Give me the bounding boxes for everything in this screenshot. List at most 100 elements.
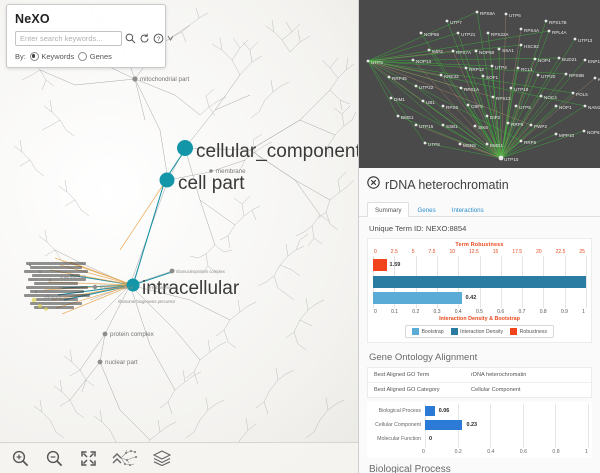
gene-label[interactable]: RPS6 [446, 105, 458, 110]
layers-icon[interactable] [152, 448, 172, 468]
radio-genes[interactable]: Genes [78, 52, 112, 61]
tree-label-intracellular[interactable]: intracellular [142, 278, 240, 299]
gene-label[interactable]: HSC82 [524, 44, 539, 49]
tree-label-mitochondrial-part[interactable]: mitochondrial part [140, 76, 190, 83]
hierarchy-tree-panel[interactable]: cellular_component cell part intracellul… [0, 0, 359, 473]
search-input[interactable] [15, 31, 122, 46]
gene-label[interactable]: SIK6 [478, 125, 488, 130]
tree-label-organelle-part[interactable]: organelle part [60, 274, 86, 279]
zoom-in-icon[interactable] [10, 448, 30, 468]
tree-label-cell-part[interactable]: cell part [178, 173, 245, 194]
node-cellular-component [177, 140, 193, 156]
tree-label-nucleolus[interactable]: nucleolus [44, 295, 62, 300]
fit-screen-icon[interactable] [78, 448, 98, 468]
gene-label[interactable]: UTP8 [428, 142, 440, 147]
gene-label[interactable]: KRE33 [444, 74, 459, 79]
gene-label[interactable]: UB1 [426, 100, 435, 105]
gene-label[interactable]: UTP10 [504, 157, 519, 162]
tree-label-preribosome[interactable]: preribosome [148, 285, 172, 290]
tree-graph[interactable] [0, 0, 358, 473]
gene-label[interactable]: RPS9B [569, 73, 584, 78]
radio-keywords[interactable]: Keywords [29, 52, 75, 61]
search-card[interactable]: NeXO ? By: Keywor [6, 4, 174, 68]
gene-label[interactable]: UTP9 [371, 60, 383, 65]
gene-label[interactable]: RPS8A [480, 11, 496, 16]
gene-label[interactable]: UTP21 [461, 32, 476, 37]
gene-label[interactable]: SOF1 [486, 75, 498, 80]
gene-label[interactable]: BMS1 [401, 115, 414, 120]
gene-label[interactable]: PWP2 [534, 124, 547, 129]
grid-line [522, 404, 524, 448]
bar-robustness [373, 259, 387, 271]
gene-label[interactable]: POL5 [576, 92, 588, 97]
tree-label-protein-complex[interactable]: protein complex [110, 331, 154, 338]
gene-label[interactable]: SSB1 [446, 124, 458, 129]
tree-label-ribosome-biogenesis-precursor[interactable]: ribosome biogenesis precursor [118, 299, 176, 304]
collapse-icon[interactable] [112, 448, 138, 468]
gene-label[interactable]: NOP14 [416, 59, 432, 64]
gene-label[interactable]: NOP1 [559, 105, 572, 110]
gene-label[interactable]: RRP9 [511, 122, 524, 127]
tree-label-cellular-component[interactable]: cellular_component [196, 141, 359, 162]
gene-label[interactable]: MPP10 [559, 133, 575, 138]
gene-label[interactable]: KRI1 [598, 77, 600, 82]
gene-label[interactable]: RPL4A [552, 30, 567, 35]
gene-label[interactable]: RPS22A [491, 32, 510, 37]
gene-label[interactable]: MSN5 [463, 143, 476, 148]
gene-label[interactable]: CBF5 [471, 104, 483, 109]
tree-label-ribosomal-subunit[interactable]: ribosomal subunit [100, 285, 133, 290]
gene-label[interactable]: RRP5 [524, 140, 537, 145]
go-bar-value: 0.06 [438, 408, 450, 414]
gene-label[interactable]: RRP45 [392, 76, 407, 81]
gene-label[interactable]: RPS13 [496, 96, 511, 101]
detail-tabs: Summary Genes Interactions [359, 201, 600, 217]
tree-label-membrane[interactable]: membrane [216, 168, 246, 175]
gene-label[interactable]: NOC4 [544, 95, 557, 100]
gene-label[interactable]: NOP58 [479, 50, 495, 55]
tab-interactions[interactable]: Interactions [451, 207, 484, 214]
term-detail-panel[interactable]: rDNA heterochromatin Summary Genes Inter… [359, 168, 600, 473]
gene-label[interactable]: ENP1 [588, 59, 600, 64]
gene-label[interactable]: UTP5 [519, 105, 531, 110]
gene-label[interactable]: UTP4 [495, 65, 507, 70]
robustness-bottom-axis: 0 0.1 0.2 0.3 0.4 0.5 0.6 0.7 0.8 0.9 1 [372, 308, 587, 315]
radio-keywords-label: Keywords [41, 52, 75, 61]
gene-label[interactable]: RPS4A [524, 28, 540, 33]
gene-label[interactable]: UTP6 [509, 13, 521, 18]
gene-label[interactable]: RPS7A [456, 50, 472, 55]
tab-genes[interactable]: Genes [417, 207, 436, 214]
gene-label[interactable]: BUD21 [562, 57, 577, 62]
gene-label[interactable]: UTP13 [578, 38, 593, 43]
gene-interaction-network-panel[interactable]: UTP9 NOP56 UTP7 RPS8A UTP6 RPS17B UTP21 RPS22A R… [359, 0, 600, 169]
gene-label[interactable]: SSA1 [502, 48, 514, 53]
search-icon[interactable] [125, 32, 136, 46]
axis-tick: 22.5 [555, 249, 566, 255]
gene-label[interactable]: NAN1 [588, 105, 600, 110]
tab-summary[interactable]: Summary [367, 202, 410, 217]
close-circle-icon[interactable] [367, 176, 380, 194]
gene-label[interactable]: RCL1 [521, 67, 533, 72]
gene-label[interactable]: RPS17B [549, 20, 567, 25]
gene-label[interactable]: RRP12 [469, 67, 484, 72]
gene-label[interactable]: EMG1 [490, 143, 503, 148]
gene-label[interactable]: DIP2 [490, 115, 501, 120]
network-graph[interactable]: UTP9 NOP56 UTP7 RPS8A UTP6 RPS17B UTP21 RPS22A R… [359, 0, 600, 168]
gene-label[interactable]: NOP6 [587, 130, 600, 135]
gene-label[interactable]: IMP3 [432, 49, 443, 54]
gene-label[interactable]: UTP22 [419, 85, 434, 90]
chevron-down-icon[interactable] [167, 32, 174, 46]
gene-label[interactable]: RPS1A [464, 87, 480, 92]
tree-label-ribonucleoprotein-complex[interactable]: ribonucleoprotein complex [176, 269, 225, 274]
tree-label-nuclear-part[interactable]: nuclear part [105, 359, 138, 366]
gene-label[interactable]: UTP18 [514, 87, 529, 92]
gene-label[interactable]: UTP15 [419, 124, 434, 129]
refresh-icon[interactable] [139, 32, 150, 46]
gene-label[interactable]: UTP7 [450, 20, 462, 25]
help-icon[interactable]: ? [153, 32, 164, 46]
gene-label[interactable]: NOP56 [424, 32, 440, 37]
legend-label: Bootstrap [421, 328, 444, 335]
zoom-out-icon[interactable] [44, 448, 64, 468]
gene-label[interactable]: UTP20 [541, 74, 556, 79]
gene-label[interactable]: DIM1 [394, 97, 405, 102]
gene-label[interactable]: NOP4 [538, 58, 551, 63]
